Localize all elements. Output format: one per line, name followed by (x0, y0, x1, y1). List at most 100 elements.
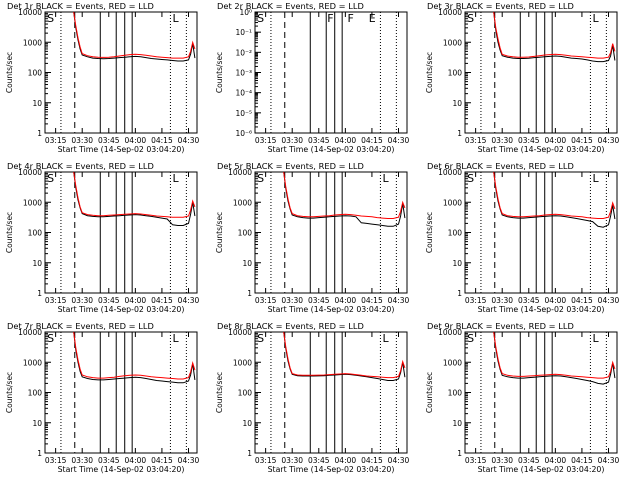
series-events-line (73, 171, 196, 226)
series-events-line (493, 331, 616, 385)
marker-letter: L (173, 12, 180, 25)
series-lld-line (73, 171, 196, 218)
plot-frame (254, 171, 408, 294)
plot-frame (44, 11, 198, 134)
x-tick-label: 03:30 (491, 456, 513, 465)
series-lld-line (283, 171, 406, 219)
y-tick-label: 1 (247, 449, 252, 458)
y-tick-label: 10⁻³ (235, 69, 252, 78)
plot-title: Det 4r BLACK = Events, RED = LLD (7, 161, 154, 171)
x-axis-label: Start Time (14-Sep-02 03:04:20) (58, 305, 185, 314)
y-tick-label: 1000 (23, 198, 42, 207)
y-axis-label: Counts/sec (425, 372, 434, 413)
x-axis-label: Start Time (14-Sep-02 03:04:20) (478, 145, 605, 154)
marker-letter: S (467, 172, 474, 185)
series-lld-line (493, 331, 616, 379)
x-tick-label: 04:15 (361, 296, 383, 305)
y-tick-label: 10000 (438, 328, 462, 337)
x-tick-label: 04:15 (571, 136, 593, 145)
plot-title: Det 9r BLACK = Events, RED = LLD (427, 321, 574, 331)
y-tick-label: 1000 (443, 198, 462, 207)
y-tick-label: 1000 (443, 358, 462, 367)
y-tick-label: 1000 (23, 358, 42, 367)
x-tick-label: 03:15 (255, 136, 277, 145)
x-tick-label: 03:30 (71, 296, 93, 305)
detector-plot-8: Det 8r BLACK = Events, RED = LLD 1 10 100 10… (215, 321, 410, 474)
x-tick-label: 03:45 (98, 456, 120, 465)
plot-frame (44, 331, 198, 454)
y-axis-label: Counts/sec (215, 52, 224, 93)
plot-title: Det 6r BLACK = Events, RED = LLD (427, 161, 574, 171)
x-tick-label: 04:30 (388, 456, 410, 465)
plot-frame (44, 171, 198, 294)
y-tick-label: 10000 (228, 328, 252, 337)
detector-plot-1: Det 1r BLACK = Events, RED = LLD 1 10 100 10… (5, 1, 200, 154)
marker-letter: S (257, 332, 264, 345)
y-tick-label: 1 (457, 289, 462, 298)
y-tick-label: 10000 (438, 168, 462, 177)
x-tick-label: 04:00 (545, 136, 567, 145)
y-tick-label: 10 (32, 259, 42, 268)
x-tick-label: 04:00 (335, 456, 357, 465)
x-tick-label: 04:30 (178, 136, 200, 145)
y-tick-label: 10⁻⁶ (235, 129, 252, 138)
x-tick-label: 03:30 (281, 456, 303, 465)
y-axis-label: Counts/sec (5, 372, 14, 413)
x-tick-label: 04:30 (178, 296, 200, 305)
y-tick-label: 10000 (438, 8, 462, 17)
x-axis-label: Start Time (14-Sep-02 03:04:20) (478, 305, 605, 314)
series-events-line (283, 331, 406, 381)
y-tick-label: 10 (32, 419, 42, 428)
marker-letter: E (369, 12, 376, 25)
y-tick-label: 10⁰ (239, 8, 252, 17)
y-tick-label: 10 (32, 99, 42, 108)
detector-plot-2: Det 2r BLACK = Events, RED = LLD 10⁻⁶ 10⁻⁵… (215, 1, 410, 154)
x-tick-label: 03:30 (71, 456, 93, 465)
series-lld-line (283, 331, 406, 379)
detector-plot-5: Det 5r BLACK = Events, RED = LLD 1 10 100 10… (215, 161, 410, 314)
x-tick-label: 04:00 (545, 456, 567, 465)
x-axis-label: Start Time (14-Sep-02 03:04:20) (58, 465, 185, 474)
x-tick-label: 04:15 (361, 456, 383, 465)
x-tick-label: 03:45 (98, 136, 120, 145)
y-tick-label: 100 (448, 389, 463, 398)
y-axis-label: Counts/sec (5, 52, 14, 93)
marker-letter: S (257, 172, 264, 185)
x-tick-label: 03:15 (465, 136, 487, 145)
x-tick-label: 04:30 (178, 456, 200, 465)
series-lld-line (73, 331, 196, 380)
y-tick-label: 10000 (18, 328, 42, 337)
series-events-line (493, 11, 616, 63)
x-tick-label: 04:00 (125, 136, 147, 145)
x-tick-label: 04:00 (125, 456, 147, 465)
series-lld-line (73, 11, 196, 59)
x-tick-label: 04:30 (598, 296, 620, 305)
x-tick-label: 04:15 (151, 136, 173, 145)
marker-letter: F (347, 12, 353, 25)
x-tick-label: 03:45 (308, 456, 330, 465)
series-lld-line (493, 171, 616, 219)
y-tick-label: 10000 (18, 8, 42, 17)
plot-title: Det 5r BLACK = Events, RED = LLD (217, 161, 364, 171)
x-tick-label: 03:30 (491, 296, 513, 305)
x-tick-label: 03:15 (255, 296, 277, 305)
y-tick-label: 1000 (233, 198, 252, 207)
x-tick-label: 03:15 (45, 456, 67, 465)
marker-letter: S (47, 332, 54, 345)
y-tick-label: 1 (247, 289, 252, 298)
detector-plot-4: Det 4r BLACK = Events, RED = LLD 1 10 100 10… (5, 161, 200, 314)
y-tick-label: 10 (242, 259, 252, 268)
marker-letter: S (467, 12, 474, 25)
y-tick-label: 10000 (228, 168, 252, 177)
series-events-line (73, 11, 196, 62)
series-events-line (493, 171, 616, 228)
marker-letter: L (383, 332, 390, 345)
x-tick-label: 04:00 (125, 296, 147, 305)
x-tick-label: 03:15 (255, 456, 277, 465)
x-tick-label: 03:15 (465, 296, 487, 305)
plot-frame (254, 331, 408, 454)
y-axis-label: Counts/sec (215, 372, 224, 413)
y-tick-label: 1000 (443, 38, 462, 47)
x-tick-label: 04:15 (571, 456, 593, 465)
